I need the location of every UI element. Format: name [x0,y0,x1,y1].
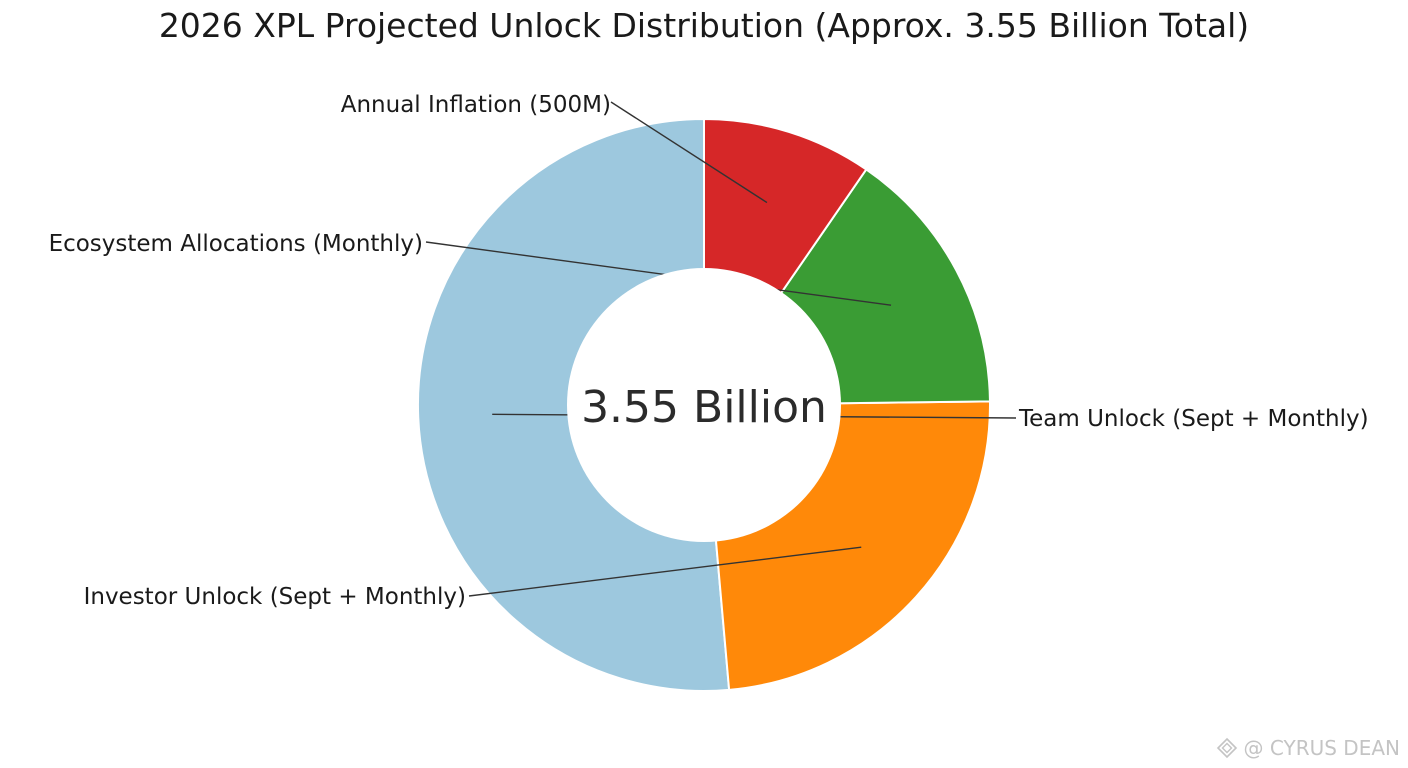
donut-hole [567,268,841,542]
slice-label: Team Unlock (Sept + Monthly) [1018,406,1369,432]
slice-label: Investor Unlock (Sept + Monthly) [84,584,466,610]
chart-title: 2026 XPL Projected Unlock Distribution (… [158,6,1250,45]
watermark-text: @ CYRUS DEAN [1243,736,1400,760]
watermark: @ CYRUS DEAN [1216,736,1400,760]
slice-label: Annual Inflation (500M) [341,92,611,118]
diamond-logo-icon [1216,737,1237,759]
slice-label: Ecosystem Allocations (Monthly) [49,231,423,257]
leader-line [468,546,862,597]
slice-labels-group: Team Unlock (Sept + Monthly) Investor Unl… [49,92,1369,610]
leader-line [610,101,768,204]
center-total-label: 3.55 Billion [581,382,827,433]
leader-line [425,241,892,306]
